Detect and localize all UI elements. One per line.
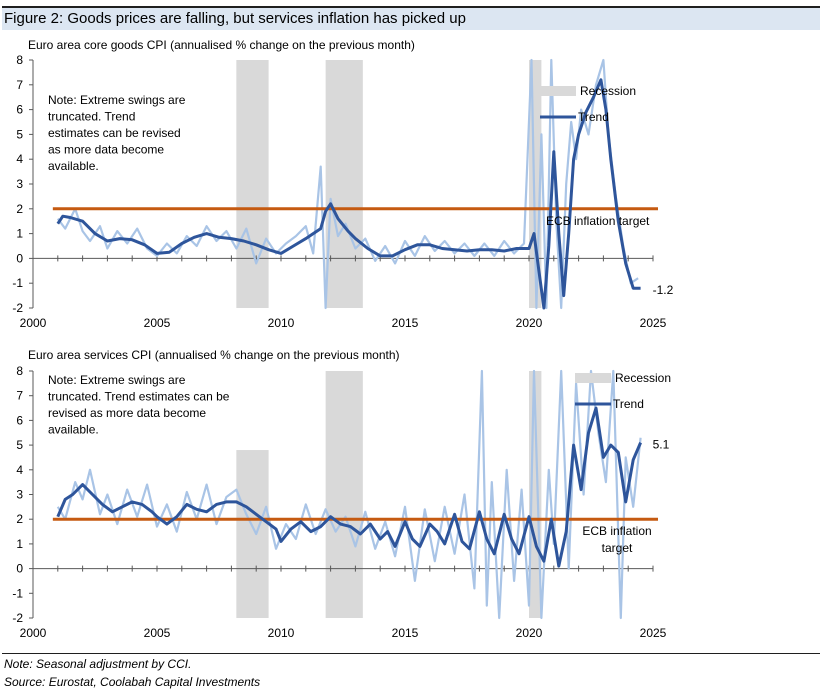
services-trend-line — [56, 406, 642, 568]
goods-note-line: as more data become — [48, 143, 164, 157]
figure-title: Figure 2: Goods prices are falling, but … — [2, 6, 820, 30]
footer-divider — [2, 653, 820, 654]
goods-chart-title: Euro area core goods CPI (annualised % c… — [28, 38, 415, 52]
goods-y-tick-label: 7 — [16, 78, 23, 92]
services-y-tick-label: 5 — [16, 438, 23, 452]
goods-legend-recession-label: Recession — [580, 84, 636, 98]
services-chart-title: Euro area services CPI (annualised % cha… — [28, 348, 400, 362]
services-y-tick-label: -2 — [12, 611, 23, 625]
goods-y-tick-label: 2 — [16, 202, 23, 216]
footer-note: Note: Seasonal adjustment by CCI. — [4, 657, 192, 671]
goods-note-line: truncated. Trend — [48, 110, 135, 124]
services-y-tick-label: 1 — [16, 537, 23, 551]
services-legend-recession-swatch — [575, 373, 611, 383]
goods-y-tick-label: 6 — [16, 103, 23, 117]
services-y-tick-label: 6 — [16, 413, 23, 427]
core-goods-chart: Euro area core goods CPI (annualised % c… — [12, 38, 674, 330]
goods-trend-line — [56, 78, 641, 310]
services-x-tick-label: 2025 — [640, 626, 667, 640]
goods-recession-band — [325, 60, 363, 308]
services-note-line: Note: Extreme swings are — [48, 373, 186, 387]
services-x-tick-label: 2020 — [516, 626, 543, 640]
services-y-tick-label: 7 — [16, 389, 23, 403]
services-note-line: truncated. Trend estimates can be — [48, 390, 230, 404]
services-raw-series-line — [56, 369, 642, 620]
services-y-tick-label: 3 — [16, 488, 23, 502]
services-end-value-label: 5.1 — [653, 438, 670, 452]
goods-x-tick-label: 2025 — [640, 316, 667, 330]
services-legend-trend-label: Trend — [613, 397, 644, 411]
footer-source: Source: Eurostat, Coolabah Capital Inves… — [4, 675, 261, 689]
goods-ecb-target-label: ECB inflation target — [546, 214, 650, 228]
services-y-tick-label: 0 — [16, 562, 23, 576]
goods-note-line: Note: Extreme swings are — [48, 93, 186, 107]
goods-y-tick-label: -1 — [12, 276, 23, 290]
services-recession-band — [236, 450, 269, 618]
services-note-line: available. — [48, 423, 99, 437]
goods-x-tick-label: 2005 — [144, 316, 171, 330]
goods-recession-band — [236, 60, 269, 308]
services-x-tick-label: 2015 — [392, 626, 419, 640]
services-recession-band — [325, 371, 363, 618]
services-y-tick-label: 4 — [16, 463, 23, 477]
services-ecb-target-label: target — [602, 541, 633, 555]
goods-x-tick-label: 2020 — [516, 316, 543, 330]
goods-x-tick-label: 2015 — [392, 316, 419, 330]
services-legend-recession-label: Recession — [615, 371, 671, 385]
services-y-tick-label: 2 — [16, 512, 23, 526]
goods-y-tick-label: 5 — [16, 127, 23, 141]
services-note-line: revised as more data become — [48, 406, 206, 420]
goods-x-tick-label: 2010 — [268, 316, 295, 330]
goods-y-tick-label: 4 — [16, 152, 23, 166]
goods-note-line: available. — [48, 159, 99, 173]
goods-legend-trend-label: Trend — [578, 110, 609, 124]
services-x-tick-label: 2010 — [268, 626, 295, 640]
goods-note-line: estimates can be revised — [48, 126, 181, 140]
services-y-tick-label: -1 — [12, 586, 23, 600]
goods-y-tick-label: -2 — [12, 301, 23, 315]
goods-end-value-label: -1.2 — [653, 283, 674, 297]
goods-y-tick-label: 3 — [16, 177, 23, 191]
services-chart: Euro area services CPI (annualised % cha… — [12, 348, 671, 640]
services-x-tick-label: 2005 — [144, 626, 171, 640]
services-x-tick-label: 2000 — [20, 626, 47, 640]
goods-x-tick-label: 2000 — [20, 316, 47, 330]
goods-y-tick-label: 1 — [16, 227, 23, 241]
services-y-tick-label: 8 — [16, 364, 23, 378]
goods-y-tick-label: 8 — [16, 53, 23, 67]
goods-legend-recession-swatch — [540, 86, 576, 96]
services-ecb-target-label: ECB inflation — [582, 524, 651, 538]
goods-y-tick-label: 0 — [16, 251, 23, 265]
